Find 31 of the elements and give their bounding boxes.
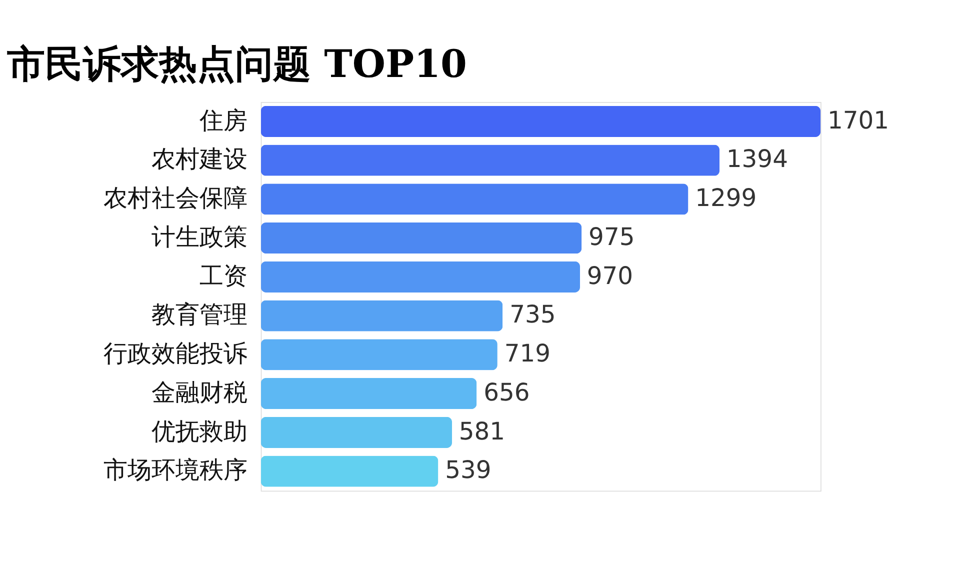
bar (260, 339, 498, 370)
y-tick-label: 农村社会保障 (103, 184, 248, 212)
chart-title: 市民诉求热点问题 TOP10 (6, 40, 467, 86)
data-label: 581 (458, 417, 506, 446)
data-label: 539 (445, 456, 492, 484)
y-tick-label: 行政效能投诉 (103, 340, 248, 368)
y-tick-label: 市场环境秩序 (103, 456, 248, 484)
y-tick-label: 金融财税 (151, 378, 248, 406)
bar (260, 144, 720, 176)
bar (260, 222, 582, 254)
bar (260, 300, 503, 332)
y-tick-label: 工资 (199, 262, 248, 290)
y-tick-label: 农村建设 (151, 145, 248, 174)
data-label: 735 (510, 300, 556, 329)
data-label: 719 (504, 340, 550, 368)
data-label: 656 (484, 378, 530, 406)
y-tick-label: 住房 (198, 106, 248, 134)
data-label: 970 (586, 262, 634, 290)
data-label: 975 (588, 222, 635, 251)
bar (260, 261, 580, 292)
bar (260, 456, 438, 487)
bar (260, 378, 477, 410)
y-tick-label: 计生政策 (151, 222, 248, 251)
data-label: 1701 (827, 106, 889, 134)
bar (260, 106, 821, 138)
data-label: 1394 (726, 145, 788, 174)
y-tick-label: 教育管理 (151, 300, 248, 329)
bar (260, 416, 452, 448)
y-tick-label: 优抚救助 (151, 417, 248, 446)
data-label: 1299 (695, 184, 757, 212)
bar (260, 184, 688, 215)
